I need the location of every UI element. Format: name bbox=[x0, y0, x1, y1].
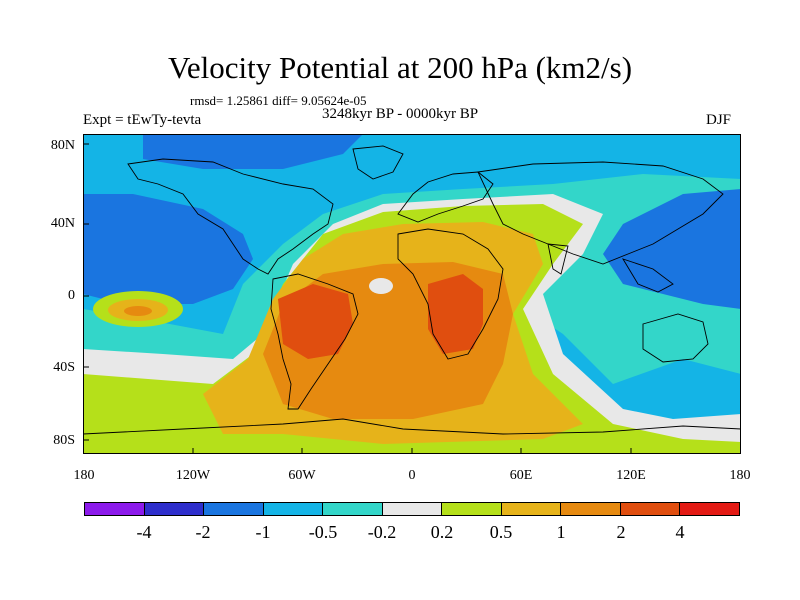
y-label-40n: 40N bbox=[50, 216, 75, 231]
velocity-potential-map bbox=[83, 134, 741, 454]
y-label-80n: 80N bbox=[50, 138, 75, 153]
colorbar-segment bbox=[442, 503, 502, 515]
coast-australia bbox=[642, 313, 709, 363]
colorbar-segment bbox=[620, 503, 681, 515]
y-label-0: 0 bbox=[68, 288, 75, 303]
x-label-0: 0 bbox=[408, 468, 416, 483]
colorbar-label: 1 bbox=[556, 522, 566, 542]
coast-eurasia bbox=[477, 161, 724, 265]
field-strong-positive-samerica bbox=[278, 284, 353, 359]
colorbar-label: -4 bbox=[136, 522, 152, 542]
experiment-label: Expt = tEwTy-tevta bbox=[83, 112, 202, 128]
colorbar-segment bbox=[561, 503, 621, 515]
colorbar-label: 0.5 bbox=[489, 522, 513, 542]
coast-antarctica bbox=[83, 418, 741, 435]
colorbar-label: 2 bbox=[616, 522, 626, 542]
colorbar-segment bbox=[323, 503, 383, 515]
coast-south-america bbox=[270, 273, 359, 410]
colorbar-label: -2 bbox=[195, 522, 211, 542]
stats-text: rmsd= 1.25861 diff= 9.05624e-05 bbox=[190, 93, 367, 108]
x-label-120w: 120W bbox=[175, 468, 211, 483]
colorbar-segment bbox=[263, 503, 324, 515]
period-label: 3248kyr BP - 0000kyr BP bbox=[322, 106, 479, 122]
colorbar-label: -0.5 bbox=[308, 522, 338, 542]
colorbar-label: 0.2 bbox=[430, 522, 454, 542]
coast-europe bbox=[397, 171, 494, 223]
colorbar-segment bbox=[204, 503, 264, 515]
x-label-180w: 180 bbox=[73, 468, 95, 483]
field-strong-positive-africa bbox=[428, 274, 483, 354]
colorbar-segment bbox=[85, 503, 145, 515]
x-label-60w: 60W bbox=[288, 468, 316, 483]
colorbar-label: 4 bbox=[675, 522, 685, 542]
map-ticks bbox=[83, 143, 632, 454]
x-label-120e: 120E bbox=[616, 468, 646, 483]
coast-north-america bbox=[127, 158, 334, 275]
coast-india bbox=[547, 243, 569, 275]
field-neutral-atlantic bbox=[369, 278, 393, 294]
coast-greenland bbox=[352, 145, 404, 180]
colorbar-segment bbox=[144, 503, 205, 515]
y-label-40s: 40S bbox=[53, 360, 75, 375]
coast-se-asia bbox=[621, 258, 674, 293]
colorbar-label: -1 bbox=[255, 522, 271, 542]
colorbar-segment bbox=[382, 503, 443, 515]
field-negative-asia bbox=[603, 189, 741, 309]
colorbar-segment bbox=[501, 503, 562, 515]
y-label-80s: 80S bbox=[53, 433, 75, 448]
x-label-180e: 180 bbox=[729, 468, 751, 483]
x-label-60e: 60E bbox=[509, 468, 533, 483]
coast-africa bbox=[397, 228, 504, 360]
field-positive-epacific bbox=[124, 306, 152, 316]
colorbar-label: -0.2 bbox=[367, 522, 397, 542]
season-label: DJF bbox=[706, 112, 732, 128]
colorbar-segment bbox=[680, 503, 740, 515]
field-negative-arctic bbox=[143, 134, 363, 169]
coastlines bbox=[83, 145, 741, 435]
map-title: Velocity Potential at 200 hPa (km2/s) bbox=[167, 50, 633, 85]
colorbar bbox=[84, 502, 740, 516]
